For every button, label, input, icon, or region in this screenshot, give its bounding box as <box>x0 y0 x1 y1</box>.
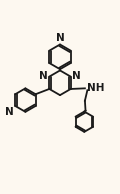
Text: N: N <box>72 71 81 81</box>
Text: N: N <box>56 33 64 43</box>
Text: N: N <box>39 71 48 81</box>
Text: NH: NH <box>87 83 104 93</box>
Text: N: N <box>5 107 14 117</box>
